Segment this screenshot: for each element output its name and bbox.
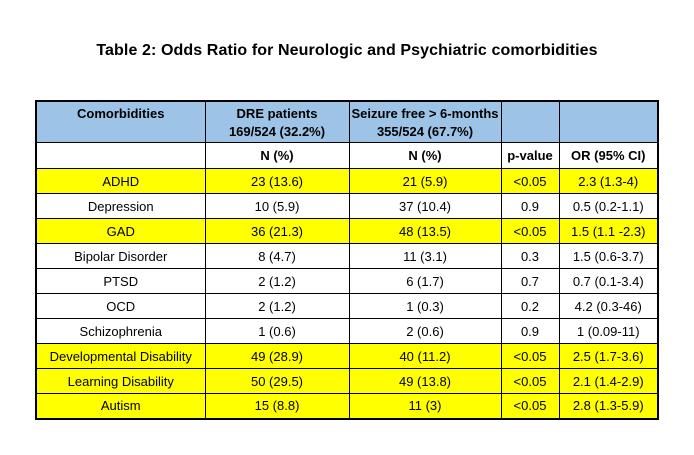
table-row: GAD 36 (21.3) 48 (13.5) <0.05 1.5 (1.1 -2.3) [35, 218, 659, 244]
header-dre-line1: DRE patients [236, 106, 318, 121]
seizure-free-value-cell: 11 (3) [348, 393, 502, 419]
header-cell-dre-patients: DRE patients 169/524 (32.2%) [204, 100, 350, 143]
subheader-cell-n-percent-seizure: N (%) [348, 142, 502, 169]
row-label: PTSD [35, 268, 206, 294]
dre-value-cell: 10 (5.9) [204, 193, 350, 219]
pvalue-cell: <0.05 [500, 218, 560, 244]
header-cell-seizure-free: Seizure free > 6-months 355/524 (67.7%) [348, 100, 502, 143]
dre-value-cell: 36 (21.3) [204, 218, 350, 244]
table-row: Depression 10 (5.9) 37 (10.4) 0.9 0.5 (0.2-1… [35, 193, 659, 219]
row-label: Developmental Disability [35, 343, 206, 369]
or-ci-cell: 0.5 (0.2-1.1) [558, 193, 659, 219]
row-label: ADHD [35, 168, 206, 194]
or-ci-cell: 1.5 (1.1 -2.3) [558, 218, 659, 244]
row-label: Depression [35, 193, 206, 219]
subheader-cell-n-percent-dre: N (%) [204, 142, 350, 169]
row-label: Autism [35, 393, 206, 419]
or-ci-cell: 2.1 (1.4-2.9) [558, 368, 659, 394]
table-header: Comorbidities DRE patients 169/524 (32.2… [35, 100, 659, 169]
pvalue-cell: 0.3 [500, 243, 560, 269]
dre-value-cell: 2 (1.2) [204, 268, 350, 294]
row-label: OCD [35, 293, 206, 319]
dre-value-cell: 49 (28.9) [204, 343, 350, 369]
pvalue-cell: <0.05 [500, 343, 560, 369]
dre-value-cell: 1 (0.6) [204, 318, 350, 344]
row-label: Schizophrenia [35, 318, 206, 344]
seizure-free-value-cell: 11 (3.1) [348, 243, 502, 269]
row-label: Learning Disability [35, 368, 206, 394]
or-ci-cell: 4.2 (0.3-46) [558, 293, 659, 319]
comorbidities-table: Comorbidities DRE patients 169/524 (32.2… [35, 100, 659, 420]
pvalue-cell: 0.2 [500, 293, 560, 319]
row-label: Bipolar Disorder [35, 243, 206, 269]
header-cell-empty-or [558, 100, 659, 143]
pvalue-cell: 0.9 [500, 193, 560, 219]
table-row: ADHD 23 (13.6) 21 (5.9) <0.05 2.3 (1.3-4) [35, 168, 659, 194]
subheader-cell-empty [35, 142, 206, 169]
table-row: OCD 2 (1.2) 1 (0.3) 0.2 4.2 (0.3-46) [35, 293, 659, 319]
seizure-free-value-cell: 37 (10.4) [348, 193, 502, 219]
subheader-cell-pvalue: p-value [500, 142, 560, 169]
dre-value-cell: 15 (8.8) [204, 393, 350, 419]
header-cell-comorbidities: Comorbidities [35, 100, 206, 143]
table-row: Schizophrenia 1 (0.6) 2 (0.6) 0.9 1 (0.09-11… [35, 318, 659, 344]
or-ci-cell: 0.7 (0.1-3.4) [558, 268, 659, 294]
header-dre-line2: 169/524 (32.2%) [228, 124, 326, 139]
or-ci-cell: 2.8 (1.3-5.9) [558, 393, 659, 419]
pvalue-cell: <0.05 [500, 168, 560, 194]
seizure-free-value-cell: 2 (0.6) [348, 318, 502, 344]
table-row: PTSD 2 (1.2) 6 (1.7) 0.7 0.7 (0.1-3.4) [35, 268, 659, 294]
seizure-free-value-cell: 48 (13.5) [348, 218, 502, 244]
header-cell-empty-pvalue [500, 100, 560, 143]
dre-value-cell: 8 (4.7) [204, 243, 350, 269]
seizure-free-value-cell: 1 (0.3) [348, 293, 502, 319]
pvalue-cell: <0.05 [500, 368, 560, 394]
pvalue-cell: 0.9 [500, 318, 560, 344]
pvalue-cell: 0.7 [500, 268, 560, 294]
seizure-free-value-cell: 49 (13.8) [348, 368, 502, 394]
table-row: Bipolar Disorder 8 (4.7) 11 (3.1) 0.3 1.5 (0… [35, 243, 659, 269]
or-ci-cell: 1 (0.09-11) [558, 318, 659, 344]
dre-value-cell: 2 (1.2) [204, 293, 350, 319]
subheader-row: N (%) N (%) p-value OR (95% CI) [35, 142, 659, 169]
or-ci-cell: 2.3 (1.3-4) [558, 168, 659, 194]
pvalue-cell: <0.05 [500, 393, 560, 419]
seizure-free-value-cell: 21 (5.9) [348, 168, 502, 194]
seizure-free-value-cell: 40 (11.2) [348, 343, 502, 369]
header-row: Comorbidities DRE patients 169/524 (32.2… [35, 100, 659, 143]
page-title: Table 2: Odds Ratio for Neurologic and P… [96, 42, 598, 59]
table-row: Developmental Disability 49 (28.9) 40 (11.… [35, 343, 659, 369]
table-body: ADHD 23 (13.6) 21 (5.9) <0.05 2.3 (1.3-4) Dep… [35, 168, 659, 419]
table-row: Autism 15 (8.8) 11 (3) <0.05 2.8 (1.3-5.9) [35, 393, 659, 419]
seizure-free-value-cell: 6 (1.7) [348, 268, 502, 294]
or-ci-cell: 1.5 (0.6-3.7) [558, 243, 659, 269]
dre-value-cell: 23 (13.6) [204, 168, 350, 194]
header-seizure-line2: 355/524 (67.7%) [376, 124, 474, 139]
dre-value-cell: 50 (29.5) [204, 368, 350, 394]
table-row: Learning Disability 50 (29.5) 49 (13.8) <0.… [35, 368, 659, 394]
or-ci-cell: 2.5 (1.7-3.6) [558, 343, 659, 369]
header-seizure-line1: Seizure free > 6-months [351, 106, 499, 121]
subheader-cell-or-ci: OR (95% CI) [558, 142, 659, 169]
row-label: GAD [35, 218, 206, 244]
